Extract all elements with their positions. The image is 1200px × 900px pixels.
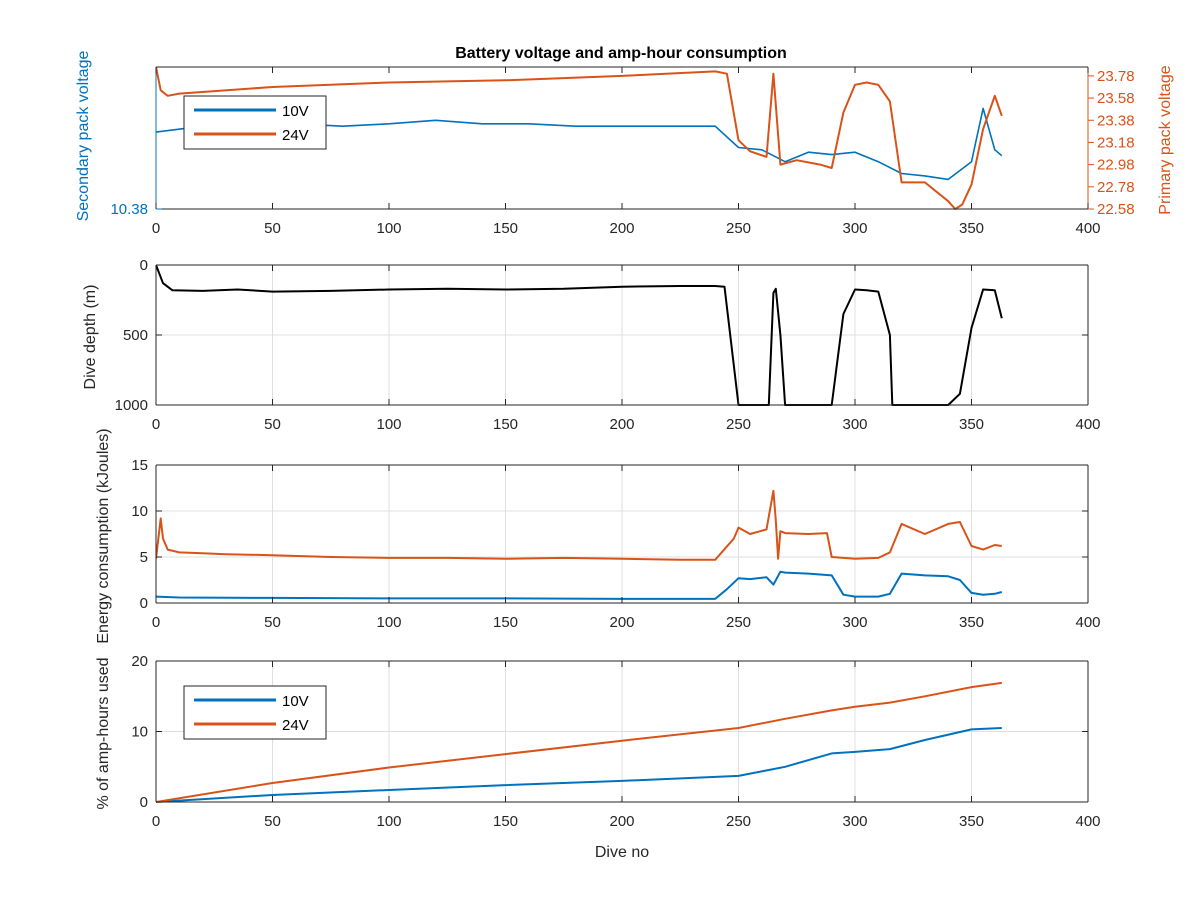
x-tick-label: 250 (726, 614, 751, 631)
legend-label-24v: 24V (282, 717, 309, 734)
legend-label-10v: 10V (282, 103, 309, 120)
right-axis-label: Primary pack voltage (1157, 65, 1174, 214)
x-tick-label: 0 (152, 813, 160, 830)
x-tick-label: 300 (842, 614, 867, 631)
y-tick-label: 15 (131, 457, 148, 474)
series-layer (156, 681, 1002, 803)
left-axis-label: Secondary pack voltage (75, 51, 92, 222)
x-tick-label: 350 (959, 220, 984, 237)
x-tick-label: 200 (609, 813, 634, 830)
y-axis-label: Energy consumption (kJoules) (95, 428, 112, 643)
x-tick-label: 100 (376, 813, 401, 830)
x-tick-label: 150 (493, 614, 518, 631)
y-tick-label: 1000 (115, 397, 148, 414)
right-y-tick-label: 23.58 (1097, 90, 1135, 107)
x-tick-label: 150 (493, 813, 518, 830)
series-line-10v (156, 727, 1002, 803)
y-tick-label: 0 (140, 595, 148, 612)
x-tick-label: 50 (264, 614, 281, 631)
right-y-tick-label: 22.78 (1097, 179, 1135, 196)
x-tick-label: 350 (959, 416, 984, 433)
right-y-tick-label: 22.58 (1097, 201, 1135, 218)
chart-panel-3: 0 50 100 150 200 250 300 350 400 0 5 10 15 Energy con… (95, 428, 1101, 643)
legend-label-10v: 10V (282, 693, 309, 710)
chart-panel-2: 0 50 100 150 200 250 300 350 400 0 500 1000 Dive dep… (82, 257, 1101, 433)
x-tick-label: 0 (152, 416, 160, 433)
y-tick-label: 20 (131, 653, 148, 670)
series-line-10v (156, 107, 1003, 181)
y-tick-label: 10 (131, 503, 148, 520)
x-tick-label: 100 (376, 220, 401, 237)
legend-box (183, 685, 327, 740)
right-y-tick-label: 22.98 (1097, 157, 1135, 174)
x-tick-label: 400 (1075, 614, 1100, 631)
right-y-tick-label: 23.38 (1097, 112, 1135, 129)
x-tick-label: 50 (264, 813, 281, 830)
y-tick-label: 0 (140, 257, 148, 274)
x-tick-label: 200 (609, 416, 634, 433)
x-tick-label: 50 (264, 220, 281, 237)
x-tick-label: 350 (959, 614, 984, 631)
right-y-tick-label: 23.78 (1097, 68, 1135, 85)
y-tick-label: 500 (123, 327, 148, 344)
y-tick-label: 5 (140, 549, 148, 566)
chart-title: Battery voltage and amp-hour consumption (455, 45, 787, 62)
x-tick-label: 400 (1075, 220, 1100, 237)
y-tick-label: 10 (131, 724, 148, 741)
y-tick-label: 10.38 (110, 201, 148, 218)
x-tick-label: 150 (493, 220, 518, 237)
series-line-24v (156, 66, 1003, 210)
x-tick-label: 250 (726, 416, 751, 433)
series-line-2 (156, 570, 1003, 600)
x-tick-label: 0 (152, 614, 160, 631)
x-tick-label: 200 (609, 220, 634, 237)
right-y-tick-label: 23.18 (1097, 134, 1135, 151)
x-tick-label: 50 (264, 416, 281, 433)
series-layer (156, 489, 1003, 600)
legend-box (183, 95, 327, 150)
x-tick-label: 400 (1075, 813, 1100, 830)
x-tick-label: 250 (726, 813, 751, 830)
chart-panel-4: 0 50 100 150 200 250 300 350 400 0 10 20 % of amp-ho… (95, 653, 1101, 861)
y-axis-label: % of amp-hours used (95, 657, 112, 809)
y-tick-label: 0 (140, 794, 148, 811)
x-tick-label: 400 (1075, 416, 1100, 433)
x-tick-label: 100 (376, 614, 401, 631)
x-tick-label: 0 (152, 220, 160, 237)
series-line-1 (156, 489, 1002, 561)
x-tick-label: 300 (842, 813, 867, 830)
x-tick-label: 150 (493, 416, 518, 433)
chart-panel-1: 0 50 100 150 200 250 300 350 400 10.38 22.58 22.78 2… (75, 45, 1174, 237)
legend-label-24v: 24V (282, 127, 309, 144)
x-tick-label: 250 (726, 220, 751, 237)
x-tick-label: 300 (842, 220, 867, 237)
series-layer (156, 66, 1003, 210)
x-tick-label: 350 (959, 813, 984, 830)
x-axis-label: Dive no (595, 844, 649, 861)
y-axis-label: Dive depth (m) (82, 285, 99, 390)
x-tick-label: 200 (609, 614, 634, 631)
series-line-24v (156, 681, 1002, 803)
x-tick-label: 100 (376, 416, 401, 433)
x-tick-label: 300 (842, 416, 867, 433)
